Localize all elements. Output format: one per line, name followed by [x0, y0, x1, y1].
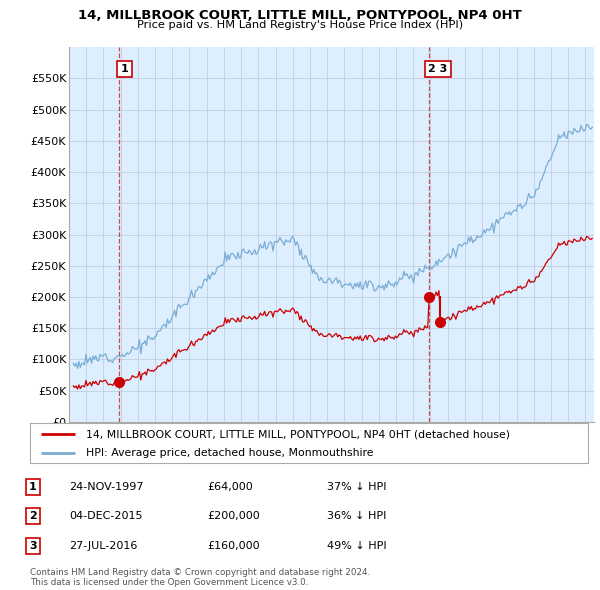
Text: 14, MILLBROOK COURT, LITTLE MILL, PONTYPOOL, NP4 0HT (detached house): 14, MILLBROOK COURT, LITTLE MILL, PONTYP… — [86, 430, 510, 440]
Text: Contains HM Land Registry data © Crown copyright and database right 2024.
This d: Contains HM Land Registry data © Crown c… — [30, 568, 370, 587]
Text: 37% ↓ HPI: 37% ↓ HPI — [327, 482, 386, 491]
Text: 3: 3 — [29, 541, 37, 550]
Text: 49% ↓ HPI: 49% ↓ HPI — [327, 541, 386, 550]
Text: Price paid vs. HM Land Registry's House Price Index (HPI): Price paid vs. HM Land Registry's House … — [137, 20, 463, 30]
Text: £64,000: £64,000 — [207, 482, 253, 491]
Text: 2: 2 — [29, 512, 37, 521]
Text: 04-DEC-2015: 04-DEC-2015 — [69, 512, 143, 521]
Text: HPI: Average price, detached house, Monmouthshire: HPI: Average price, detached house, Monm… — [86, 448, 373, 458]
Text: £200,000: £200,000 — [207, 512, 260, 521]
Text: 2 3: 2 3 — [428, 64, 448, 74]
Text: 1: 1 — [29, 482, 37, 491]
Text: 36% ↓ HPI: 36% ↓ HPI — [327, 512, 386, 521]
Text: 1: 1 — [121, 64, 128, 74]
Text: 24-NOV-1997: 24-NOV-1997 — [69, 482, 143, 491]
Text: 14, MILLBROOK COURT, LITTLE MILL, PONTYPOOL, NP4 0HT: 14, MILLBROOK COURT, LITTLE MILL, PONTYP… — [78, 9, 522, 22]
Text: £160,000: £160,000 — [207, 541, 260, 550]
Text: 27-JUL-2016: 27-JUL-2016 — [69, 541, 137, 550]
